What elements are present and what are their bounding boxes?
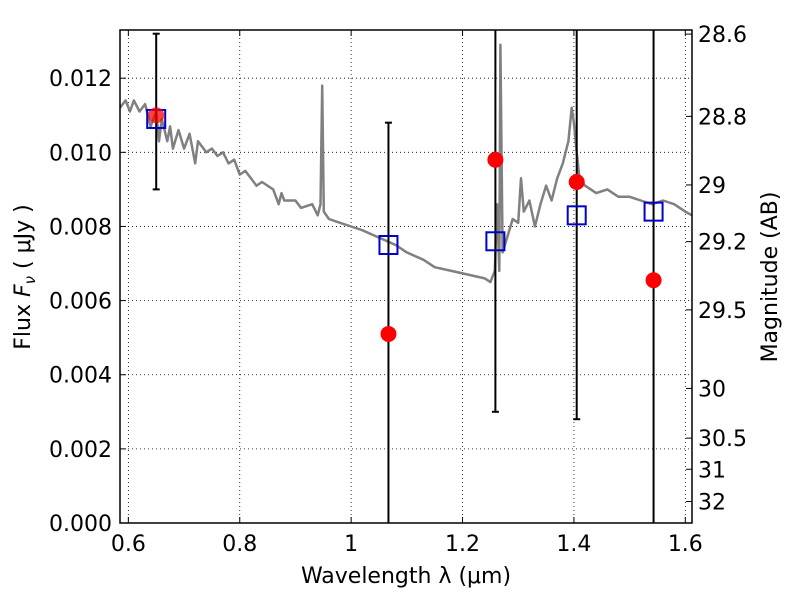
- y2-tick-label: 30: [698, 377, 726, 402]
- model-photometry-square: [378, 234, 399, 255]
- x-tick-label: 1.4: [556, 532, 591, 557]
- observed-photometry-point: [487, 151, 504, 168]
- model-photometry-markers: [146, 108, 664, 255]
- x-tick-label: 0.6: [111, 532, 146, 557]
- spectrum-line: [119, 43, 693, 284]
- y2-tick-label: 30.5: [698, 427, 747, 452]
- y-tick-label: 0.010: [49, 141, 112, 166]
- y2-tick-label: 31: [698, 458, 726, 483]
- observed-photometry-point: [148, 107, 165, 124]
- y-tick-label: 0.006: [49, 290, 112, 315]
- observed-photometry-markers: [148, 107, 662, 342]
- y-axis-label: Flux Fν ( μJy ): [11, 204, 39, 349]
- y2-tick-label: 29: [698, 174, 726, 199]
- y-tick-label: 0.004: [49, 364, 112, 389]
- x-axis-label: Wavelength λ (μm): [301, 564, 511, 589]
- model-photometry-square: [485, 231, 506, 252]
- error-bars: [152, 30, 655, 523]
- y-tick-label: 0.012: [49, 67, 112, 92]
- observed-photometry-point: [645, 272, 662, 289]
- y-axis-label-prefix: Flux: [11, 297, 36, 350]
- x-tick-label: 1.2: [445, 532, 480, 557]
- model-photometry-square: [643, 201, 664, 222]
- y2-tick-label: 28.8: [698, 105, 747, 130]
- y-axis-label-subscript: ν: [21, 276, 39, 284]
- plot-frame: [119, 29, 693, 524]
- y2-tick-label: 28.6: [698, 23, 747, 48]
- y2-tick-label: 29.5: [698, 299, 747, 324]
- spectrum-layer: [119, 43, 693, 284]
- observed-photometry-point: [568, 173, 585, 190]
- observed-photometry-point: [380, 325, 397, 342]
- x-tick-label: 0.8: [222, 532, 257, 557]
- grid-lines: [120, 30, 692, 523]
- model-photometry-square: [566, 205, 587, 226]
- y2-tick-label: 32: [698, 491, 726, 516]
- y2-axis-label: Magnitude (AB): [758, 192, 783, 363]
- x-tick-label: 1.6: [668, 532, 703, 557]
- y-axis-label-unit: ( μJy ): [11, 204, 36, 276]
- y-tick-label: 0.000: [49, 512, 112, 537]
- x-tick-label: 1: [344, 532, 358, 557]
- axis-ticks: 0.6 0.8 1 1.2 1.4 1.6 0.000 0.002 0.004 0.006 0.00…: [49, 23, 747, 557]
- y-tick-label: 0.008: [49, 215, 112, 240]
- y-axis-label-symbol: F: [11, 284, 36, 297]
- y2-tick-label: 29.2: [698, 231, 747, 256]
- y-tick-label: 0.002: [49, 438, 112, 463]
